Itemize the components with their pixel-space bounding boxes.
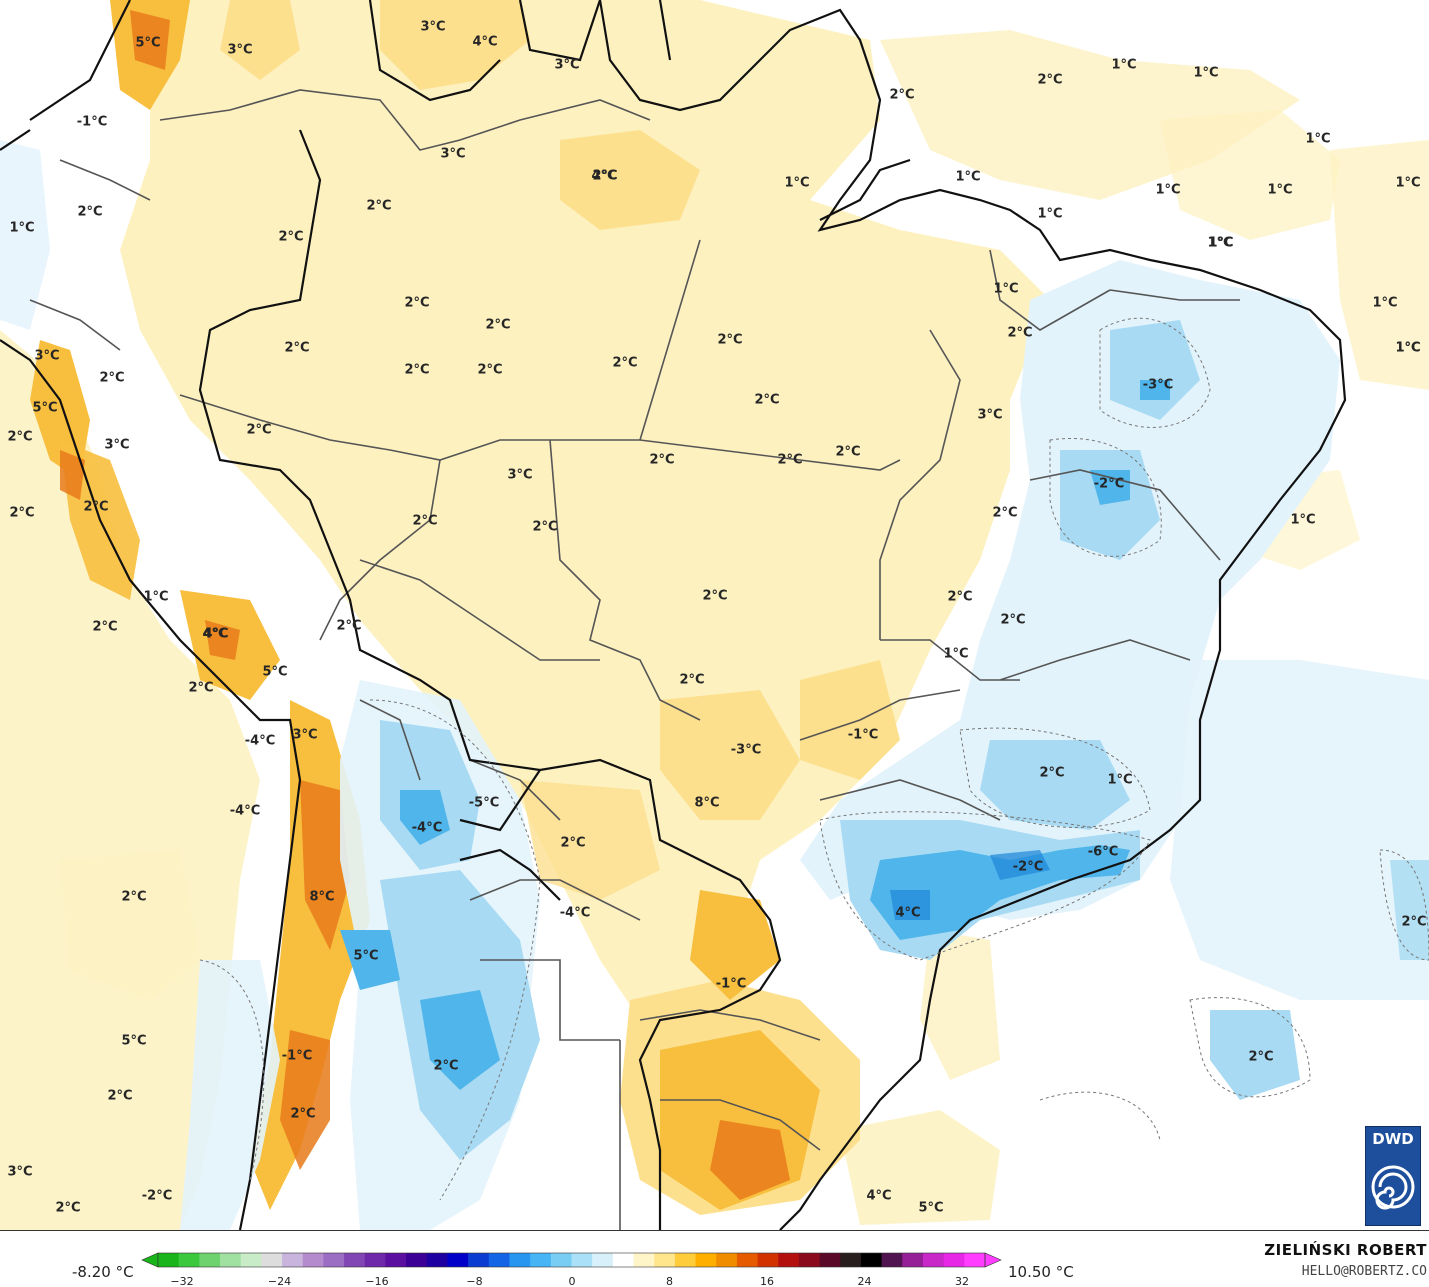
scale-tick-label: 32 xyxy=(955,1275,969,1287)
scale-segment xyxy=(199,1253,221,1267)
scale-tick-label: 24 xyxy=(857,1275,872,1287)
scale-segment xyxy=(344,1253,366,1267)
scale-segment xyxy=(488,1253,510,1267)
legend-bar: -8.20 °C −32 −24 −16 −8 0 8 16 24 32 10.50 °C ZI… xyxy=(0,1230,1429,1287)
scale-segment xyxy=(282,1253,304,1267)
scale-segment xyxy=(468,1253,490,1267)
scale-segment xyxy=(220,1253,242,1267)
scale-segment xyxy=(757,1253,779,1267)
negative-isolines xyxy=(199,317,1429,1201)
scale-segment xyxy=(778,1253,800,1267)
scale-segment xyxy=(158,1253,180,1267)
scale-segment xyxy=(550,1253,573,1267)
scale-tick-label: 16 xyxy=(760,1275,774,1287)
scale-outline xyxy=(157,1252,986,1268)
scale-segment xyxy=(261,1253,283,1267)
scale-segment xyxy=(674,1253,697,1267)
map-canvas xyxy=(0,0,1429,1230)
scale-segment xyxy=(798,1253,821,1267)
scale-segment xyxy=(964,1253,986,1267)
scale-segment xyxy=(530,1253,552,1267)
scale-segment xyxy=(240,1253,262,1267)
scale-segment xyxy=(406,1253,428,1267)
scale-tick-label: −32 xyxy=(170,1275,194,1287)
swirl-icon xyxy=(1371,1165,1415,1210)
scale-segment xyxy=(695,1253,717,1267)
country-borders xyxy=(29,89,1240,1230)
scale-segment xyxy=(364,1253,386,1267)
scale-tick-label: −16 xyxy=(365,1275,389,1287)
scale-segment xyxy=(654,1253,676,1267)
max-value: 10.50 °C xyxy=(1008,1263,1074,1281)
scale-min-arrow xyxy=(141,1252,159,1268)
cold-cores xyxy=(890,850,1050,920)
scale-segment xyxy=(716,1253,738,1267)
scale-segment xyxy=(819,1253,841,1267)
scale-segment xyxy=(426,1253,448,1267)
scale-tick-label: −8 xyxy=(466,1275,483,1287)
dwd-logo: DWD xyxy=(1365,1126,1421,1226)
scale-tick-label: 8 xyxy=(666,1275,673,1287)
coastline-and-national-borders xyxy=(0,0,1347,1230)
scale-segment xyxy=(633,1253,655,1267)
cool-strong-cores xyxy=(340,380,1170,1090)
min-value: -8.20 °C xyxy=(72,1263,134,1281)
scale-segment xyxy=(860,1253,883,1267)
scale-max-arrow xyxy=(984,1252,1002,1268)
author-credit: ZIELIŃSKI ROBERT xyxy=(1264,1241,1427,1259)
scale-segment xyxy=(840,1253,862,1267)
scale-segment xyxy=(178,1253,200,1267)
hot-cores xyxy=(60,10,790,1200)
scale-segment xyxy=(881,1253,903,1267)
scale-segment xyxy=(385,1253,407,1267)
scale-segment xyxy=(943,1253,965,1267)
scale-segment xyxy=(592,1253,614,1267)
scale-segment xyxy=(736,1253,759,1267)
color-scale xyxy=(141,1252,1002,1268)
scale-tick-label: 0 xyxy=(568,1275,576,1287)
scale-segment xyxy=(447,1253,469,1267)
contact-email: HELLO@ROBERTZ.CO xyxy=(1301,1264,1427,1279)
scale-segment xyxy=(612,1253,635,1267)
scale-segment xyxy=(323,1253,345,1267)
scale-tick-label: −24 xyxy=(267,1275,292,1287)
scale-segment xyxy=(302,1253,324,1267)
scale-segment xyxy=(902,1253,924,1267)
temperature-map: 5°C 3°C 3°C 4°C 3°C 1°C 1°C 2°C 1°C -1°C 3°C 2°C 2°C… xyxy=(0,0,1429,1230)
scale-segment xyxy=(922,1253,945,1267)
scale-segment xyxy=(509,1253,531,1267)
scale-segment xyxy=(571,1253,593,1267)
dwd-logo-text: DWD xyxy=(1372,1130,1414,1148)
